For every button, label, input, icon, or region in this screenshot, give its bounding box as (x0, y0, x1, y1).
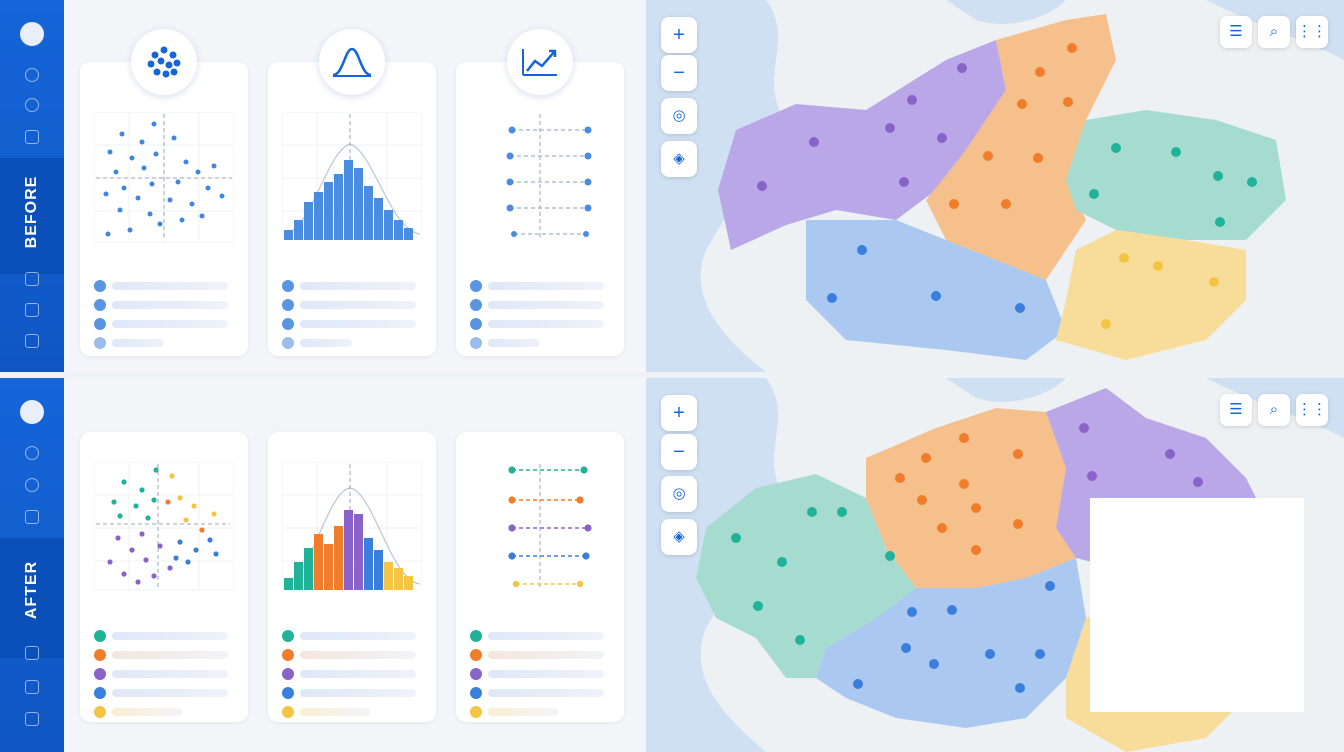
avatar[interactable] (20, 400, 44, 424)
scatter-card[interactable] (80, 62, 248, 356)
dot-range-plot (506, 114, 592, 240)
layers-icon[interactable]: ◈ (661, 519, 697, 555)
map-canvas (646, 0, 1344, 372)
scatter-card[interactable] (80, 432, 248, 722)
after-label-band (0, 538, 64, 658)
dot-range-plot (508, 464, 592, 590)
user-icon[interactable] (25, 98, 39, 112)
filter-icon[interactable]: ☰ (1220, 394, 1252, 426)
layers-icon[interactable]: ◈ (661, 141, 697, 177)
after-panel: AFTER (0, 378, 1344, 752)
filter-icon[interactable]: ☰ (1220, 16, 1252, 48)
avatar[interactable] (20, 22, 44, 46)
map-after[interactable]: + − ◎ ◈ ☰ ⌕ ⋮⋮ (646, 378, 1344, 752)
inbox-icon[interactable] (25, 272, 39, 286)
zoom-out-icon[interactable]: − (661, 434, 697, 470)
bell-curve-icon (319, 29, 385, 95)
zoom-in-icon[interactable]: + (661, 395, 697, 431)
before-label: BEFORE (23, 175, 40, 249)
dot-range-card[interactable] (456, 62, 624, 356)
grid-icon[interactable]: ⋮⋮ (1296, 16, 1328, 48)
histogram-card[interactable] (268, 62, 436, 356)
search-icon[interactable]: ⌕ (1258, 16, 1290, 48)
sidebar: AFTER (0, 378, 64, 752)
histogram-card[interactable] (268, 432, 436, 722)
checklist-icon[interactable] (25, 303, 39, 317)
histogram-plot (282, 112, 422, 240)
scatter-plot (94, 462, 234, 591)
locate-icon[interactable]: ◎ (661, 98, 697, 134)
histogram-plot (282, 462, 422, 590)
scatter-icon (131, 29, 197, 95)
pie-chart-icon[interactable] (25, 68, 39, 82)
before-panel: BEFORE (0, 0, 1344, 372)
grid-icon[interactable]: ⋮⋮ (1296, 394, 1328, 426)
list-icon[interactable] (25, 334, 39, 348)
search-icon[interactable]: ⌕ (1258, 394, 1290, 426)
list-icon[interactable] (25, 712, 39, 726)
scatter-plot (94, 112, 234, 243)
report-icon[interactable] (25, 510, 39, 524)
map-before[interactable]: + − ◎ ◈ ☰ ⌕ ⋮⋮ (646, 0, 1344, 372)
trend-line-icon (507, 29, 573, 95)
after-label: AFTER (23, 560, 40, 620)
zoom-out-icon[interactable]: − (661, 55, 697, 91)
user-icon[interactable] (25, 478, 39, 492)
zoom-in-icon[interactable]: + (661, 17, 697, 53)
locate-icon[interactable]: ◎ (661, 476, 697, 512)
dot-range-card[interactable] (456, 432, 624, 722)
sidebar: BEFORE (0, 0, 64, 372)
report-icon[interactable] (25, 130, 39, 144)
inbox-icon[interactable] (25, 646, 39, 660)
blank-overlay (1090, 498, 1304, 712)
pie-chart-icon[interactable] (25, 446, 39, 460)
before-label-band (0, 158, 64, 274)
checklist-icon[interactable] (25, 680, 39, 694)
